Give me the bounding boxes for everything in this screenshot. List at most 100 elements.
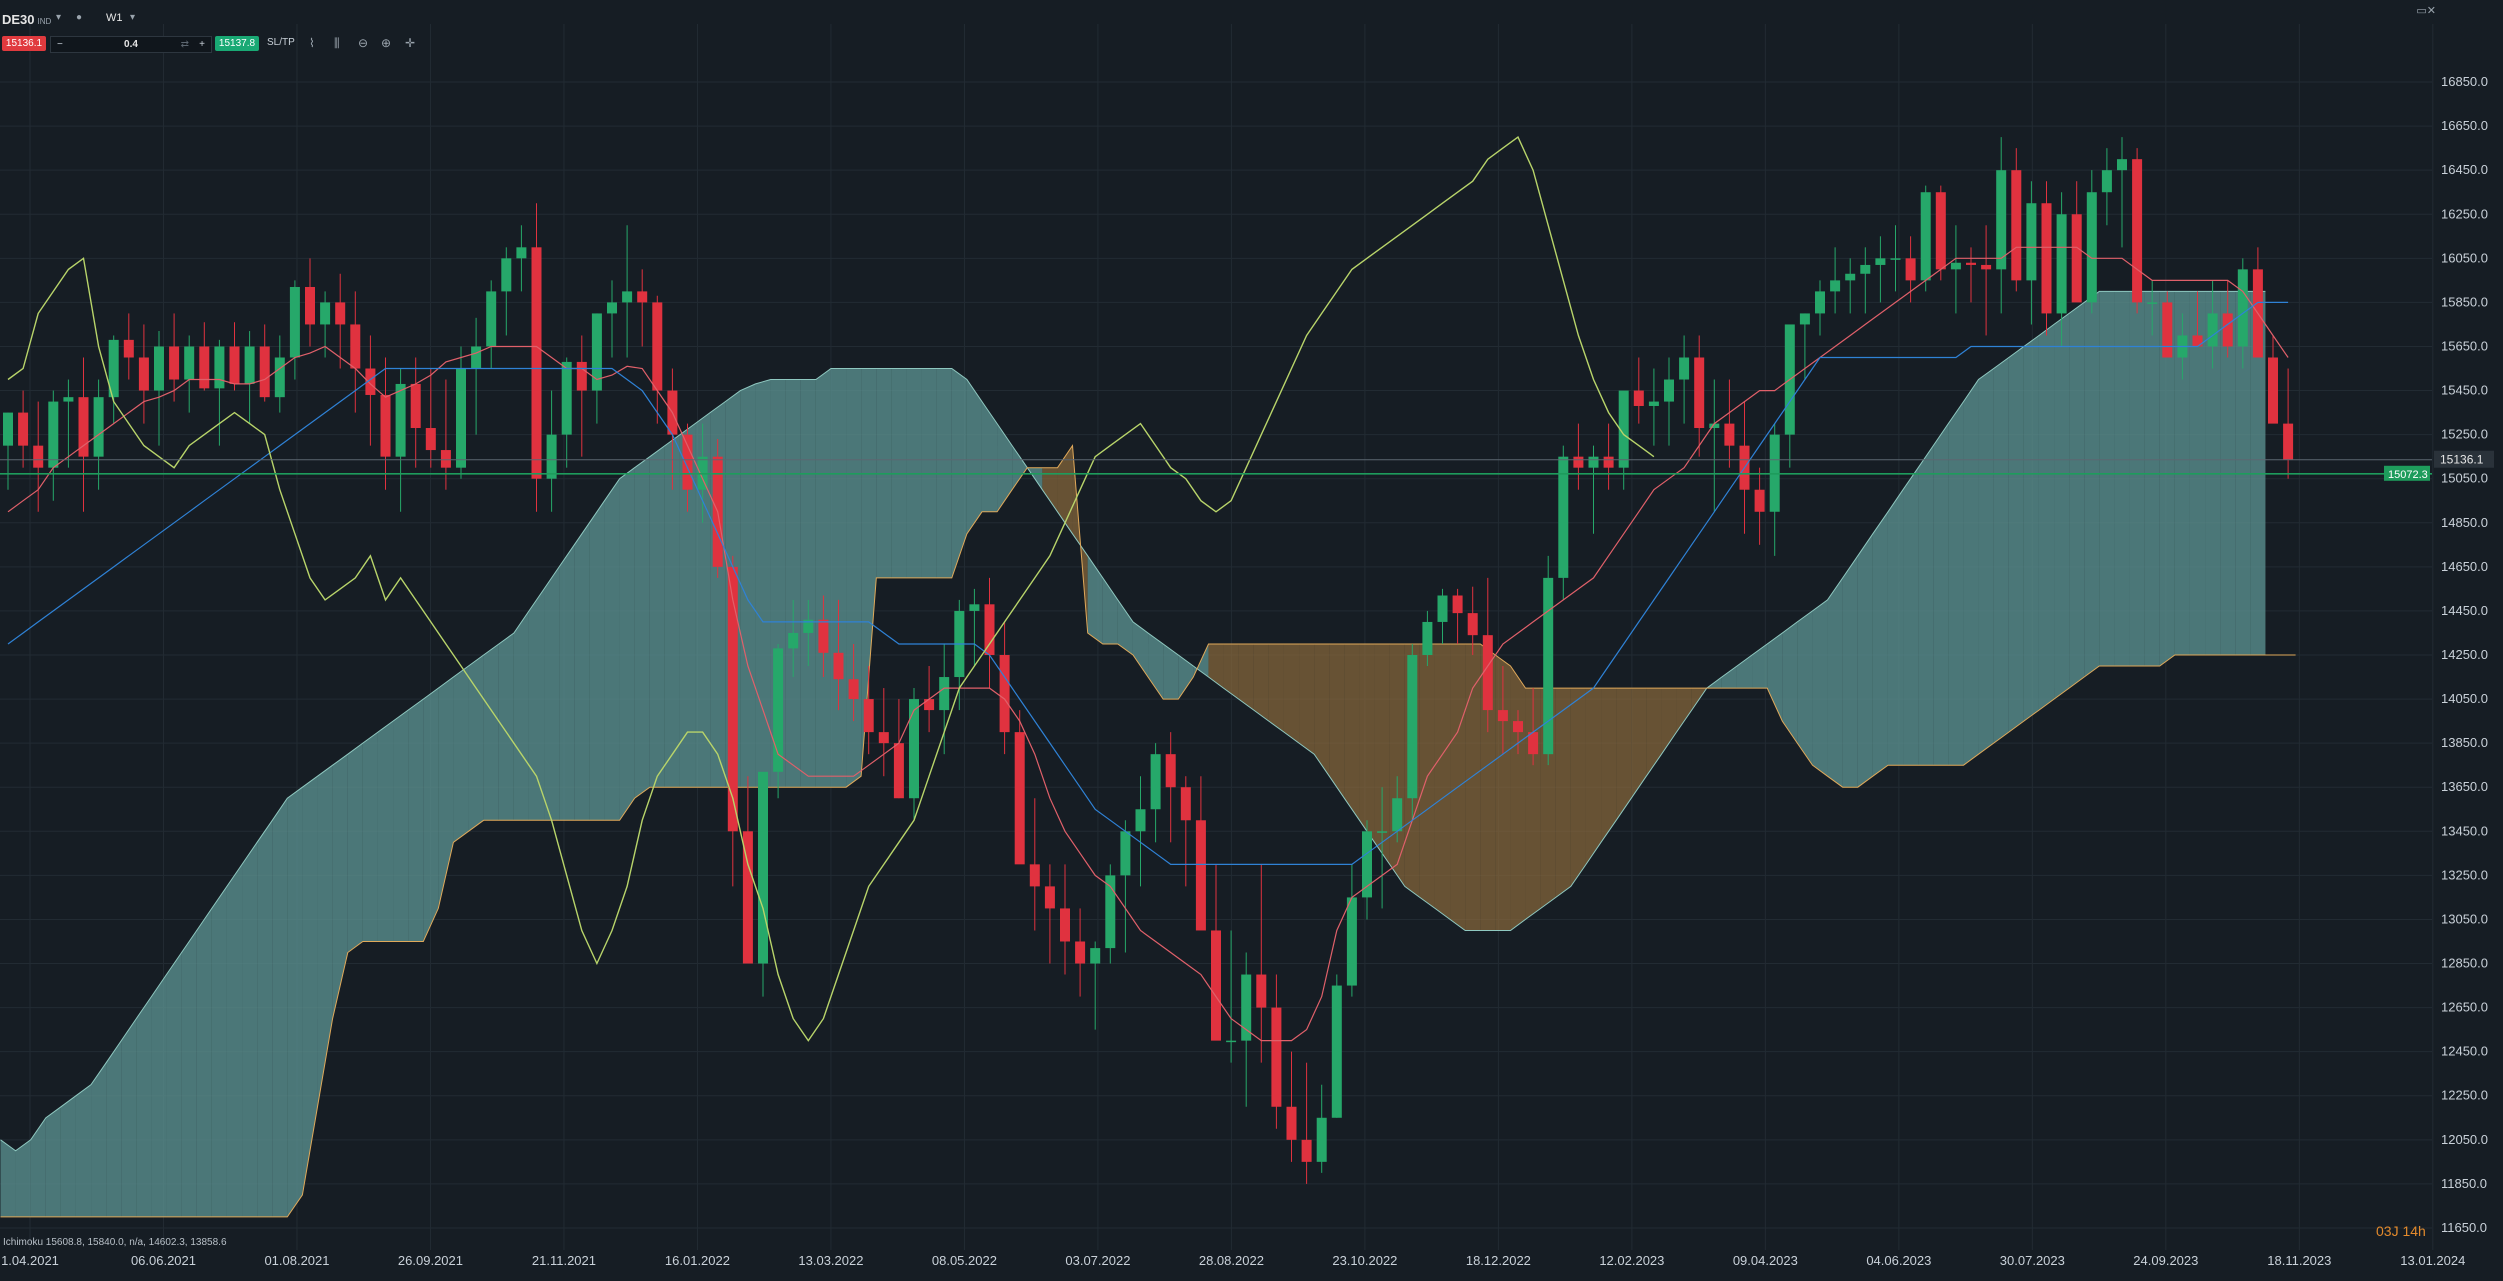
zoom-out-icon[interactable]: ⊖ xyxy=(358,36,369,50)
timeframe-selector[interactable]: W1 xyxy=(106,12,123,24)
candle-up xyxy=(2207,313,2218,347)
cloud-segment-bullish xyxy=(1163,643,1179,700)
x-tick-label: 24.09.2023 xyxy=(2133,1253,2198,1268)
sell-price-button[interactable]: 15136.1 xyxy=(2,36,46,51)
y-tick-label: 13850.0 xyxy=(2441,735,2488,750)
candle-down xyxy=(2132,159,2143,303)
candle-down xyxy=(984,604,995,655)
candle-up xyxy=(1875,258,1886,265)
candle-down xyxy=(848,679,859,700)
swap-icon[interactable]: ⇄ xyxy=(180,39,189,50)
timeframe-dropdown-icon[interactable]: ▾ xyxy=(130,12,136,23)
candle-up xyxy=(803,619,814,633)
sltp-button[interactable]: SL/TP xyxy=(267,37,295,48)
candle-up xyxy=(622,291,633,303)
candle-down xyxy=(1180,787,1191,821)
candle-down xyxy=(138,357,149,391)
candle-up xyxy=(1830,280,1841,292)
y-tick-label: 11650.0 xyxy=(2441,1220,2487,1235)
cloud-segment-bullish xyxy=(846,368,862,788)
symbol-label[interactable]: DE30 IND xyxy=(2,12,52,27)
cloud-segment-bullish xyxy=(302,776,318,1195)
cloud-segment-bearish xyxy=(1042,467,1058,512)
cloud-segment-bullish xyxy=(1918,445,1934,766)
y-tick-label: 14450.0 xyxy=(2441,603,2488,618)
info-icon[interactable]: ● xyxy=(76,12,83,23)
cloud-segment-bearish xyxy=(1585,688,1602,865)
quantity-input[interactable]: 0.4 xyxy=(124,39,138,50)
cloud-segment-bullish xyxy=(2023,335,2039,722)
line-chart-icon[interactable]: ⌇ xyxy=(309,36,315,50)
cloud-segment-bearish xyxy=(1359,643,1375,843)
candle-down xyxy=(1060,908,1070,942)
candle-up xyxy=(48,401,59,468)
y-tick-label: 16450.0 xyxy=(2441,162,2488,177)
candle-up xyxy=(969,604,980,611)
y-tick-label: 13450.0 xyxy=(2441,823,2488,838)
candle-up xyxy=(1362,831,1372,898)
indicators-icon[interactable]: ⫼ xyxy=(334,36,340,50)
candle-down xyxy=(169,346,180,380)
chart-toolbar: DE30 IND ▾ ● W1 ▾ 15136.1 − 0.4 ⇄ + 15137… xyxy=(0,0,2440,53)
cloud-segment-bearish xyxy=(1223,643,1239,700)
cloud-segment-bullish xyxy=(2084,291,2100,678)
cloud-segment-bullish xyxy=(2159,291,2175,667)
chikou-span-line xyxy=(7,136,1655,1042)
cloud-segment-bullish xyxy=(257,820,273,1217)
cloud-segment-bullish xyxy=(377,721,394,942)
x-tick-label: 13.03.2022 xyxy=(798,1253,863,1268)
y-tick-label: 12050.0 xyxy=(2441,1132,2488,1147)
candle-down xyxy=(33,445,44,468)
candle-down xyxy=(18,412,29,446)
candle-down xyxy=(1256,974,1267,1008)
horizontal-line[interactable] xyxy=(0,459,2432,475)
cloud-segment-bearish xyxy=(1057,445,1073,534)
y-tick-label: 15450.0 xyxy=(2441,383,2488,398)
candle-up xyxy=(1996,170,2007,270)
zoom-in-icon[interactable]: ⊕ xyxy=(381,36,392,50)
cloud-segment-bullish xyxy=(981,401,998,512)
cloud-segment-bullish xyxy=(438,677,454,909)
window-controls-icon[interactable]: ▭✕ xyxy=(2416,5,2436,17)
decrease-button[interactable]: − xyxy=(57,39,63,50)
candle-up xyxy=(1588,456,1599,468)
symbol-dropdown-icon[interactable]: ▾ xyxy=(56,12,62,23)
cloud-segment-bullish xyxy=(1752,643,1768,689)
y-tick-label: 12850.0 xyxy=(2441,956,2488,971)
candle-down xyxy=(1724,423,1735,446)
crosshair-icon[interactable]: ✛ xyxy=(405,36,416,50)
increase-button[interactable]: + xyxy=(199,39,205,50)
candle-up xyxy=(274,357,285,398)
x-tick-label: 06.06.2021 xyxy=(131,1253,196,1268)
candle-down xyxy=(335,302,346,325)
cloud-segment-bullish xyxy=(1903,467,1919,766)
indicator-legend[interactable]: Ichimoku 15608.8, 15840.0, n/a, 14602.3,… xyxy=(3,1237,227,1248)
cloud-segment-bearish xyxy=(1314,643,1330,777)
cloud-segment-bullish xyxy=(1978,368,1994,755)
candle-up xyxy=(1860,264,1871,274)
candle-up xyxy=(2101,170,2112,193)
candle-up xyxy=(1664,379,1674,402)
y-tick-label: 14050.0 xyxy=(2441,691,2488,706)
y-tick-label: 16050.0 xyxy=(2441,250,2488,265)
candle-down xyxy=(863,699,874,733)
y-tick-label: 12650.0 xyxy=(2441,1000,2488,1015)
x-tick-label: 03.07.2022 xyxy=(1065,1253,1130,1268)
time-axis[interactable]: 1.04.2021 06.06.2021 01.08.2021 26.09.2021 2… xyxy=(1,1253,2465,1268)
candle-up xyxy=(546,434,557,479)
candle-up xyxy=(788,632,799,649)
x-tick-label: 16.01.2022 xyxy=(665,1253,730,1268)
quantity-stepper[interactable]: − 0.4 ⇄ + xyxy=(50,36,212,53)
cloud-segment-bullish xyxy=(1827,577,1843,788)
price-axis[interactable]: 11650.0 11850.0 12050.0 12250.0 12450.0 12650… xyxy=(2441,74,2488,1235)
candle-down xyxy=(1513,721,1523,733)
buy-price-button[interactable]: 15137.8 xyxy=(215,36,259,51)
y-tick-label: 15250.0 xyxy=(2441,427,2488,442)
tenkan-sen-line xyxy=(7,246,2289,1042)
candle-down xyxy=(1271,1007,1282,1107)
candle-down xyxy=(1014,732,1025,865)
candle-up xyxy=(2056,214,2067,314)
cloud-segment-bullish xyxy=(332,754,348,1019)
candle-up xyxy=(591,313,602,391)
